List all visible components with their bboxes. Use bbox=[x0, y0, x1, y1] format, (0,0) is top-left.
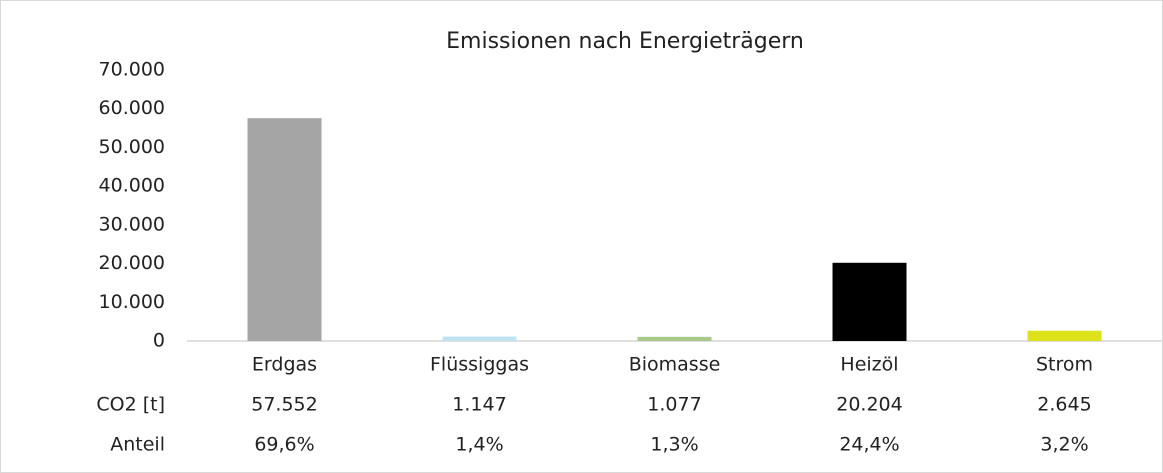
table-cell: 1.147 bbox=[452, 394, 506, 416]
x-tick-label: Biomasse bbox=[629, 354, 721, 376]
y-tick-label: 10.000 bbox=[99, 291, 165, 313]
table-cell: 1.077 bbox=[647, 394, 701, 416]
bar bbox=[637, 336, 712, 341]
table-cell: 20.204 bbox=[836, 394, 902, 416]
y-tick-label: 50.000 bbox=[99, 136, 165, 158]
table-cell: 24,4% bbox=[839, 434, 899, 456]
table-cell: 57.552 bbox=[251, 394, 317, 416]
bar bbox=[1027, 330, 1102, 341]
y-tick-label: 0 bbox=[153, 330, 165, 352]
bar bbox=[832, 262, 907, 341]
y-tick-label: 60.000 bbox=[99, 97, 165, 119]
y-tick-label: 20.000 bbox=[99, 252, 165, 274]
x-tick-label: Erdgas bbox=[252, 354, 317, 376]
table-cell: 69,6% bbox=[254, 434, 314, 456]
y-tick-label: 30.000 bbox=[99, 213, 165, 235]
table-row-header: Anteil bbox=[110, 434, 165, 456]
bar bbox=[442, 336, 517, 341]
y-tick-label: 40.000 bbox=[99, 175, 165, 197]
table-cell: 2.645 bbox=[1037, 394, 1091, 416]
x-tick-label: Flüssiggas bbox=[430, 354, 529, 376]
table-cell: 1,4% bbox=[455, 434, 503, 456]
x-tick-label: Strom bbox=[1036, 354, 1093, 376]
bar bbox=[247, 118, 322, 341]
table-cell: 3,2% bbox=[1040, 434, 1088, 456]
x-tick-label: Heizöl bbox=[840, 354, 898, 376]
table-row-header: CO2 [t] bbox=[96, 394, 165, 416]
table-cell: 1,3% bbox=[650, 434, 698, 456]
y-tick-label: 70.000 bbox=[99, 59, 165, 81]
chart-title: Emissionen nach Energieträgern bbox=[446, 29, 804, 54]
